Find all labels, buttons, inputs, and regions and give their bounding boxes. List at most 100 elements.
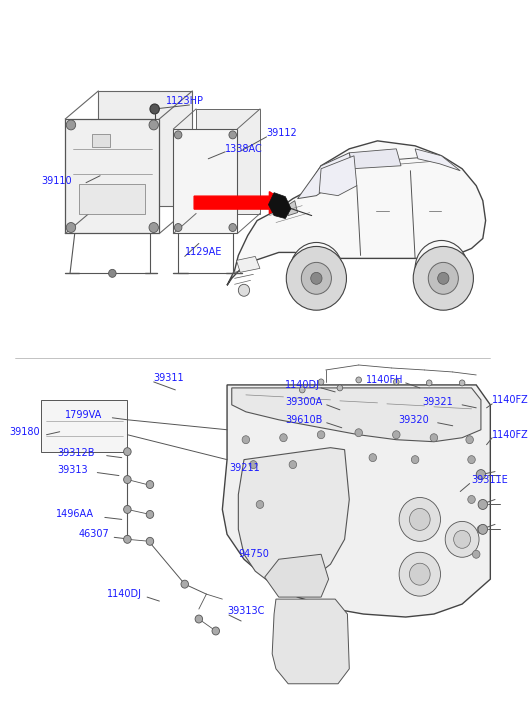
Polygon shape [196, 109, 260, 214]
Circle shape [468, 456, 475, 464]
Circle shape [300, 387, 305, 393]
Polygon shape [350, 149, 401, 169]
Text: 1140DJ: 1140DJ [285, 380, 320, 390]
Circle shape [476, 470, 486, 480]
Circle shape [109, 270, 116, 277]
Circle shape [477, 526, 485, 534]
Circle shape [468, 496, 475, 504]
Polygon shape [65, 119, 160, 233]
Polygon shape [269, 193, 291, 219]
Polygon shape [415, 149, 460, 171]
Circle shape [149, 120, 159, 130]
Circle shape [290, 243, 343, 298]
Text: 39312B: 39312B [58, 448, 95, 458]
Circle shape [410, 563, 430, 585]
Circle shape [369, 454, 377, 462]
Circle shape [466, 435, 473, 443]
Text: 39320: 39320 [398, 415, 429, 425]
Text: 39311: 39311 [154, 373, 184, 383]
Circle shape [123, 535, 131, 543]
Circle shape [229, 131, 236, 139]
Text: 39211: 39211 [229, 462, 260, 473]
Polygon shape [287, 201, 297, 216]
Circle shape [289, 461, 297, 469]
Polygon shape [238, 448, 350, 587]
Polygon shape [41, 400, 127, 451]
Circle shape [250, 461, 257, 469]
Circle shape [430, 434, 438, 442]
Circle shape [238, 284, 250, 297]
Polygon shape [92, 134, 111, 147]
Polygon shape [173, 129, 237, 233]
Text: 1129AE: 1129AE [185, 247, 222, 257]
Circle shape [66, 120, 76, 130]
Circle shape [146, 510, 154, 518]
Polygon shape [297, 153, 352, 198]
Circle shape [426, 380, 432, 386]
Circle shape [286, 246, 346, 310]
Circle shape [428, 262, 459, 294]
Circle shape [195, 615, 203, 623]
Text: 39112: 39112 [267, 128, 297, 138]
Circle shape [337, 385, 343, 391]
Circle shape [146, 537, 154, 545]
Circle shape [399, 553, 440, 596]
Circle shape [413, 246, 473, 310]
Circle shape [478, 524, 487, 534]
Circle shape [399, 497, 440, 542]
Circle shape [472, 550, 480, 558]
Text: 39313C: 39313C [227, 606, 264, 616]
Circle shape [66, 222, 76, 233]
Circle shape [149, 222, 159, 233]
Polygon shape [232, 388, 481, 442]
Circle shape [318, 379, 324, 385]
Text: 39313: 39313 [58, 465, 88, 475]
Text: 1140FZ: 1140FZ [492, 395, 529, 405]
Circle shape [356, 377, 362, 383]
Circle shape [242, 435, 250, 443]
Polygon shape [227, 141, 486, 285]
Circle shape [174, 223, 182, 231]
Text: 94750: 94750 [238, 550, 269, 559]
Text: 39610B: 39610B [285, 415, 323, 425]
Text: 1140FZ: 1140FZ [492, 430, 529, 440]
Text: 1123HP: 1123HP [166, 96, 204, 106]
Text: 1799VA: 1799VA [65, 410, 103, 419]
Text: 1140DJ: 1140DJ [107, 589, 142, 599]
Circle shape [355, 429, 362, 437]
Circle shape [280, 434, 287, 442]
Circle shape [174, 131, 182, 139]
Text: 39311E: 39311E [471, 475, 508, 485]
Circle shape [256, 500, 264, 508]
Circle shape [123, 448, 131, 456]
Circle shape [445, 521, 479, 558]
Circle shape [229, 223, 236, 231]
Polygon shape [319, 156, 357, 196]
Text: 1338AC: 1338AC [225, 144, 263, 154]
Circle shape [146, 481, 154, 489]
Circle shape [317, 430, 325, 438]
Circle shape [123, 475, 131, 483]
Circle shape [301, 262, 331, 294]
Polygon shape [79, 184, 145, 214]
Polygon shape [264, 554, 329, 597]
Circle shape [212, 627, 220, 635]
Text: 39110: 39110 [41, 176, 71, 185]
Circle shape [459, 380, 465, 386]
Circle shape [411, 456, 419, 464]
Circle shape [438, 273, 449, 284]
Text: 1140FH: 1140FH [366, 375, 404, 385]
Polygon shape [222, 385, 491, 617]
Text: 39300A: 39300A [285, 397, 322, 407]
Circle shape [393, 430, 400, 438]
Circle shape [181, 580, 188, 588]
Circle shape [394, 379, 399, 385]
Circle shape [415, 241, 468, 297]
Circle shape [410, 508, 430, 531]
Polygon shape [236, 257, 260, 273]
Circle shape [454, 531, 471, 548]
Text: 39180: 39180 [9, 427, 39, 437]
FancyArrow shape [194, 192, 286, 214]
Text: 46307: 46307 [79, 529, 109, 539]
Polygon shape [272, 599, 350, 684]
